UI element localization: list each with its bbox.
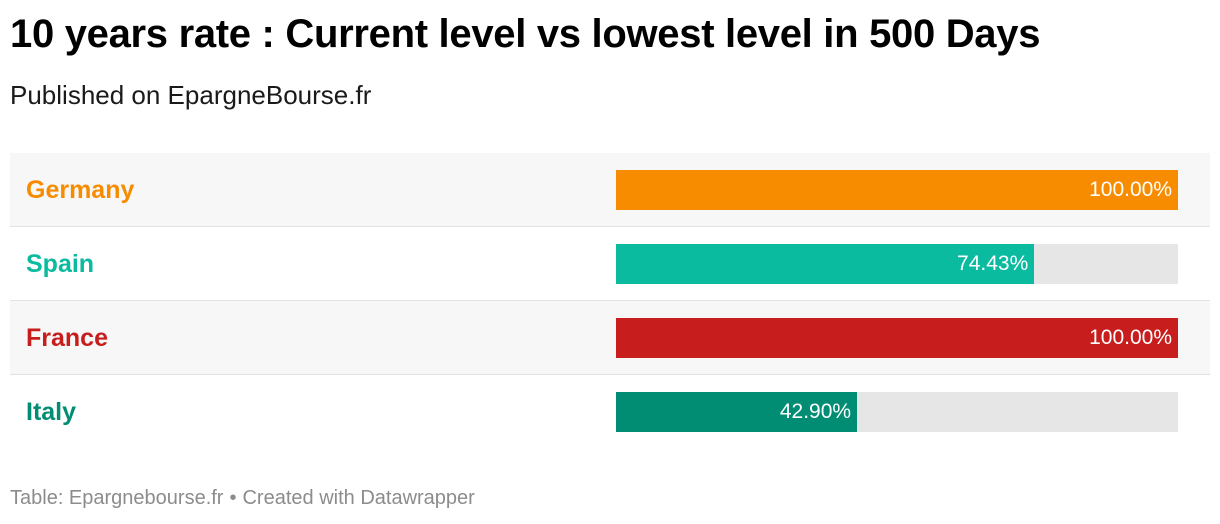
bar — [616, 318, 1178, 358]
bar-value-label: 100.00% — [1089, 178, 1172, 201]
footer-separator: • — [229, 487, 237, 509]
table-row: France 100.00% — [10, 301, 1210, 375]
table-row: Spain 74.43% — [10, 227, 1210, 301]
bar-track: 74.43% — [616, 244, 1178, 284]
page-subtitle: Published on EpargneBourse.fr — [10, 80, 372, 110]
bar-table: Germany 100.00% Spain 74.43% France 100.… — [10, 153, 1210, 449]
bar — [616, 170, 1178, 210]
country-label: Italy — [26, 398, 77, 426]
credit-note: Created with Datawrapper — [242, 487, 475, 509]
table-row: Germany 100.00% — [10, 153, 1210, 227]
country-label: Spain — [26, 250, 95, 278]
bar-track: 42.90% — [616, 392, 1178, 432]
bar — [616, 392, 858, 432]
footer: Table: Epargnebourse.fr • Created with Dat… — [10, 487, 475, 510]
page-title: 10 years rate : Current level vs lowest … — [10, 12, 1041, 56]
bar-track: 100.00% — [616, 318, 1178, 358]
bar — [616, 244, 1035, 284]
bar-value-label: 74.43% — [957, 252, 1029, 275]
bar-track: 100.00% — [616, 170, 1178, 210]
source-note: Table: Epargnebourse.fr — [10, 487, 224, 509]
country-label: France — [26, 324, 108, 352]
bar-value-label: 100.00% — [1089, 326, 1172, 349]
country-label: Germany — [26, 176, 135, 204]
table-row: Italy 42.90% — [10, 375, 1210, 449]
bar-value-label: 42.90% — [779, 400, 852, 423]
